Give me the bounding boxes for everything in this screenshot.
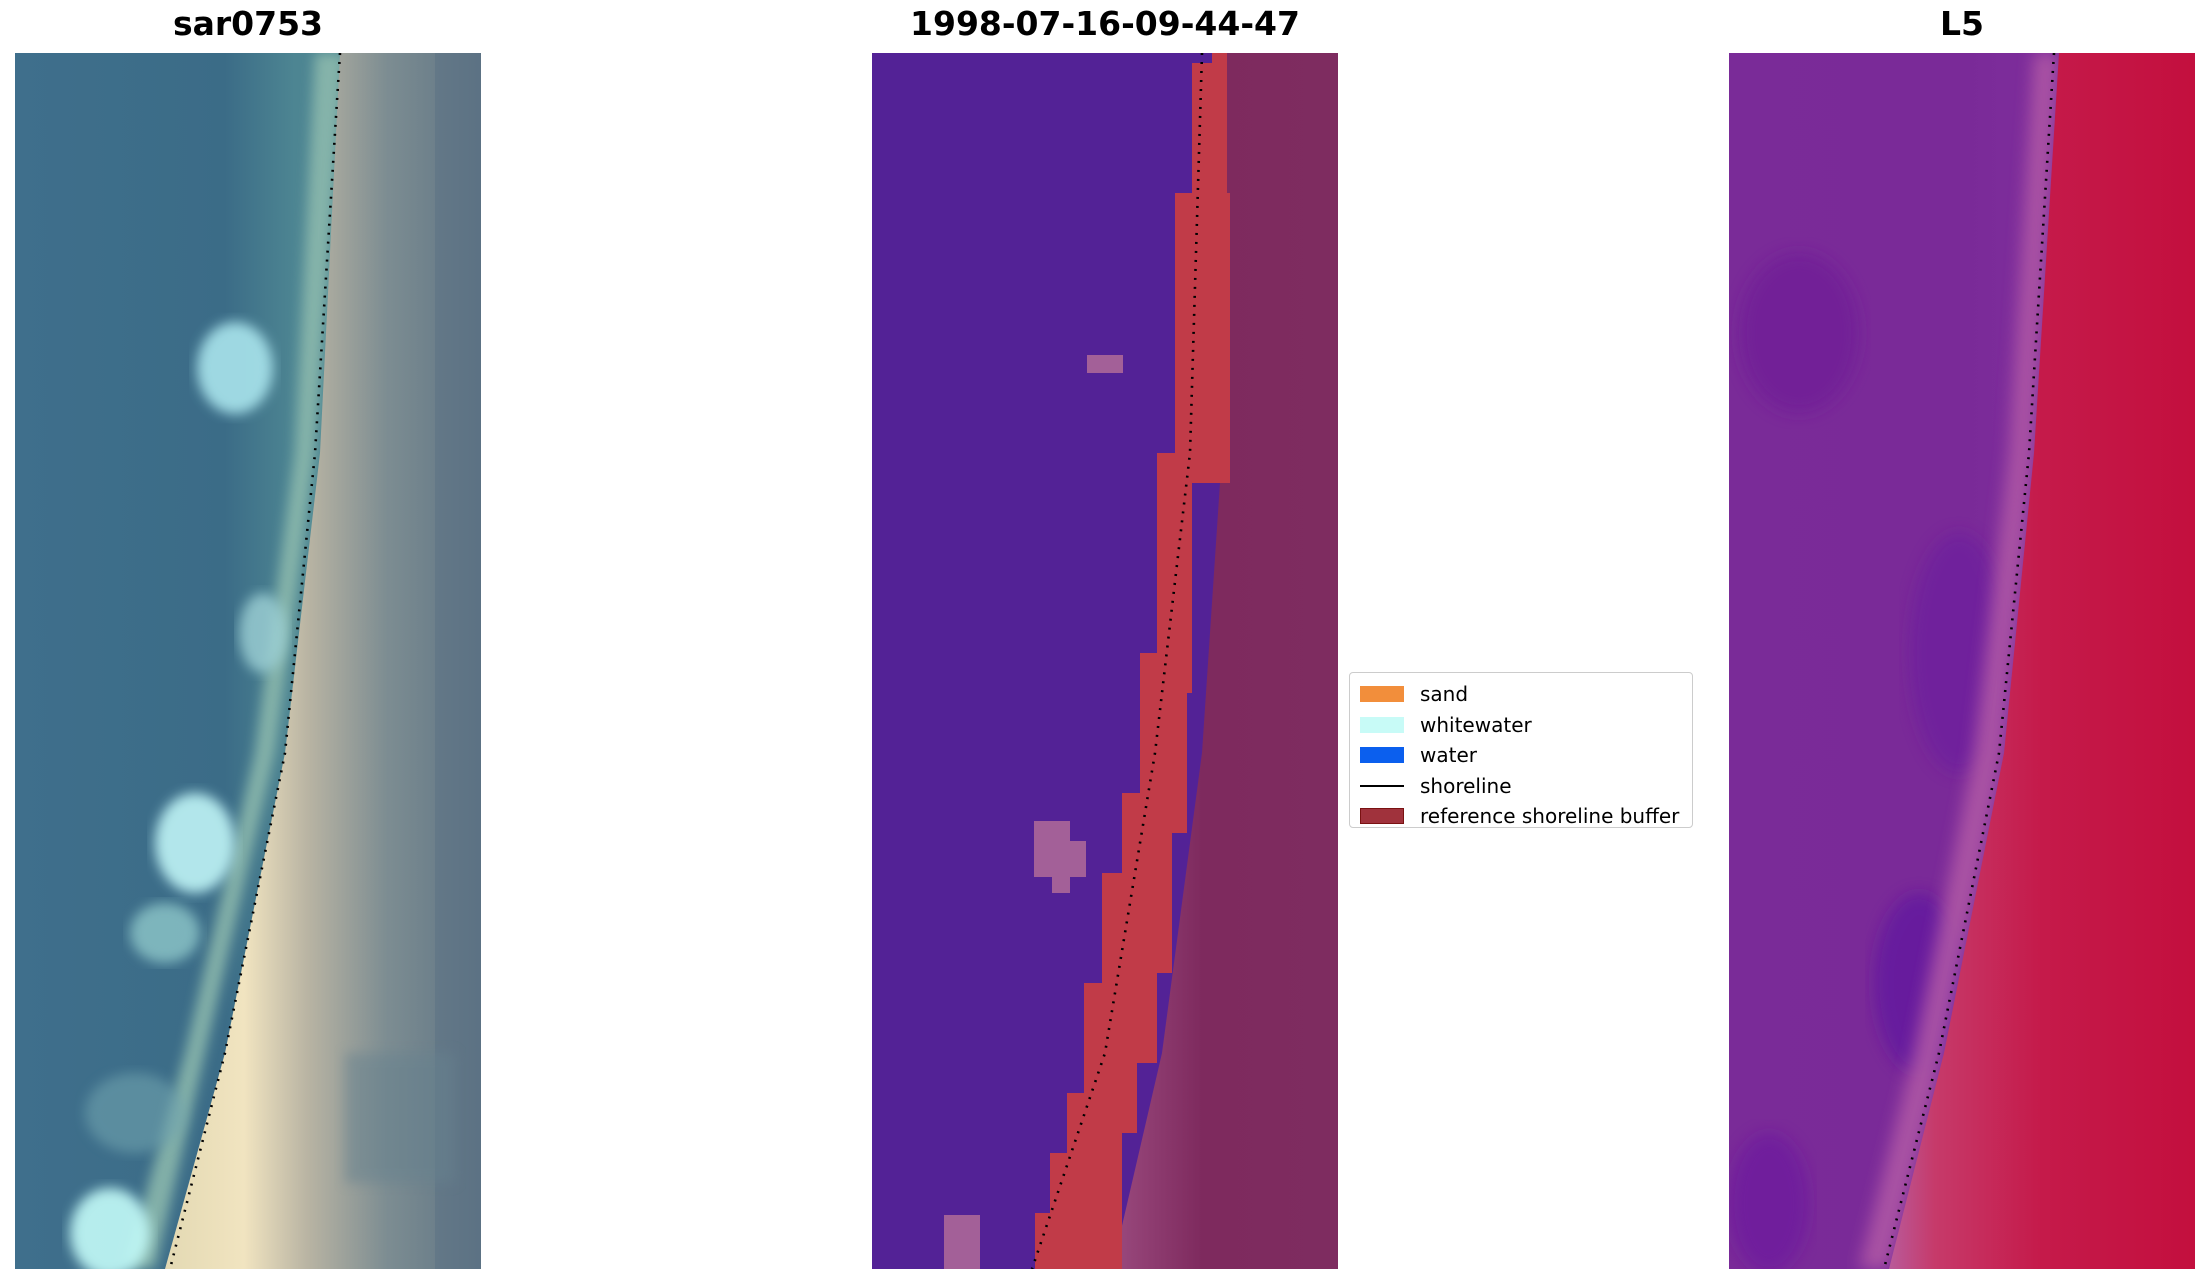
legend-item-buffer: reference shoreline buffer: [1356, 801, 1684, 832]
buffer-swatch: [1360, 808, 1404, 825]
legend: sand whitewater water shoreline referenc…: [1349, 672, 1693, 828]
index-image: [1729, 53, 2195, 1269]
rgb-image: [15, 53, 481, 1269]
legend-item-water: water: [1356, 740, 1684, 771]
legend-item-whitewater: whitewater: [1356, 710, 1684, 741]
legend-item-shoreline: shoreline: [1356, 771, 1684, 802]
rgb-image-panel: [15, 53, 481, 1269]
classified-shoreline: [1030, 53, 1204, 1269]
index-shoreline: [1882, 53, 2056, 1269]
classified-land-area: [1112, 53, 1338, 1269]
whitewater-swatch: [1360, 716, 1404, 733]
legend-label: whitewater: [1420, 712, 1532, 737]
rgb-shoreline: [168, 53, 342, 1269]
classified-image: [872, 53, 1338, 1269]
legend-item-sand: sand: [1356, 679, 1684, 710]
legend-label: sand: [1420, 682, 1469, 707]
index-land-area: [1889, 53, 2195, 1269]
panel-title-classified: 1998-07-16-09-44-47: [910, 4, 1300, 43]
classified-buffer-area: [1035, 53, 1230, 1269]
legend-label: reference shoreline buffer: [1420, 804, 1680, 829]
rgb-land-area: [165, 53, 481, 1269]
panel-title-index: L5: [1940, 4, 1984, 43]
legend-label: water: [1420, 743, 1477, 768]
panel-title-rgb: sar0753: [172, 4, 324, 43]
shoreline-swatch: [1360, 784, 1404, 787]
legend-label: shoreline: [1420, 773, 1512, 798]
sand-swatch: [1360, 686, 1404, 703]
classified-image-panel: [872, 53, 1338, 1269]
index-image-panel: [1729, 53, 2195, 1269]
water-swatch: [1360, 747, 1404, 764]
